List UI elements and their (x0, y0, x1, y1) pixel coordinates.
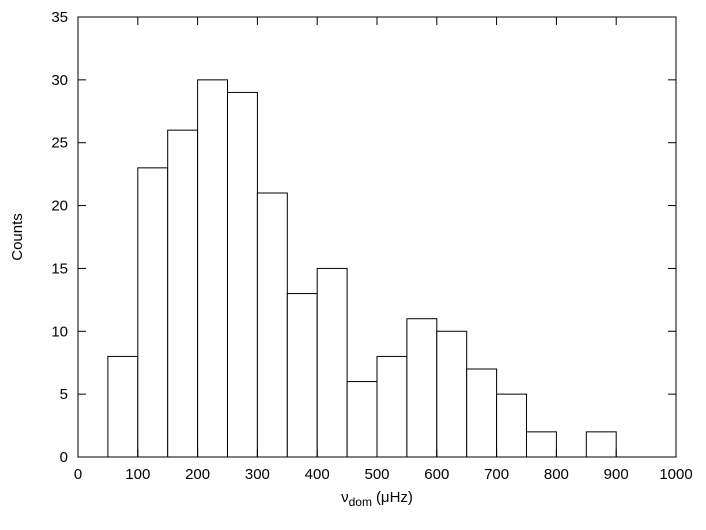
bar (346, 381, 378, 458)
x-axis-label: νdom (μHz) (341, 489, 413, 509)
y-tick-label: 0 (60, 449, 68, 466)
bar (436, 330, 468, 458)
bar (526, 431, 557, 458)
x-label-subscript: dom (349, 495, 372, 509)
x-tick-label: 900 (604, 466, 629, 483)
y-tick-label: 35 (51, 9, 68, 26)
x-tick-label: 500 (364, 466, 389, 483)
x-tick-label: 800 (544, 466, 569, 483)
bar (286, 293, 318, 458)
bar (406, 318, 438, 458)
y-tick-label: 30 (51, 72, 68, 89)
x-tick-label: 100 (125, 466, 150, 483)
x-tick-label: 600 (424, 466, 449, 483)
bar (256, 192, 288, 458)
bar (137, 167, 169, 458)
bar (316, 267, 348, 458)
bar (227, 91, 258, 458)
y-tick-label: 10 (51, 323, 68, 340)
bar (107, 355, 139, 458)
x-tick-label: 700 (484, 466, 509, 483)
y-tick-label: 15 (51, 260, 68, 277)
bar (466, 368, 498, 458)
x-label-symbol: ν (341, 489, 349, 506)
y-tick-label: 20 (51, 198, 68, 215)
bar (197, 79, 229, 458)
y-tick-label: 25 (51, 135, 68, 152)
y-axis-label: Counts (9, 213, 26, 261)
bar (585, 431, 617, 458)
bar (376, 355, 408, 458)
bar (496, 393, 528, 458)
y-tick-label: 5 (60, 386, 68, 403)
x-tick-label: 0 (74, 466, 82, 483)
bar (167, 129, 199, 458)
x-tick-label: 200 (185, 466, 210, 483)
x-label-unit: (μHz) (376, 489, 413, 506)
x-tick-label: 1000 (659, 466, 692, 483)
x-tick-label: 300 (245, 466, 270, 483)
x-tick-label: 400 (305, 466, 330, 483)
